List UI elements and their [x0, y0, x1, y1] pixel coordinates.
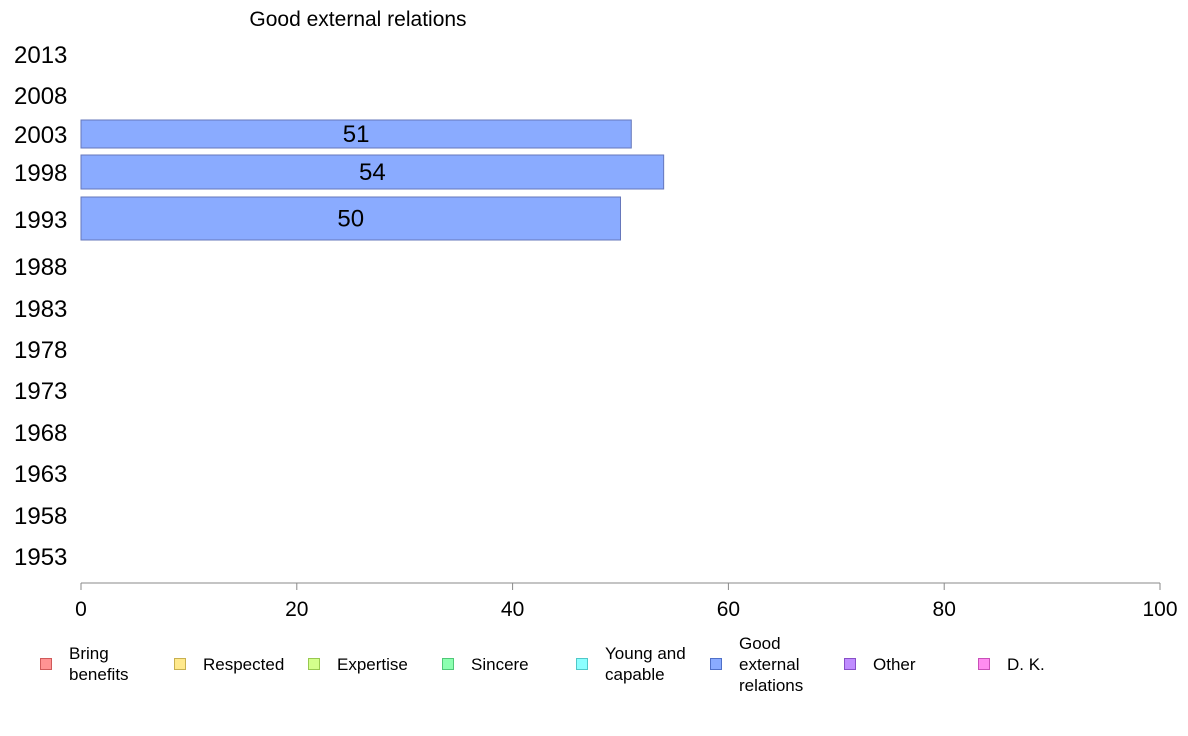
legend-swatch: [710, 658, 722, 670]
y-tick-label: 1998: [14, 160, 67, 187]
y-tick-label: 1988: [14, 254, 67, 281]
y-tick-label: 2003: [14, 122, 67, 149]
y-tick-label: 1963: [14, 461, 67, 488]
x-tick-label: 40: [501, 598, 524, 621]
y-tick-label: 1973: [14, 378, 67, 405]
legend-label: Young and capable: [605, 644, 686, 684]
y-tick-label: 1953: [14, 544, 67, 571]
bar: [80, 196, 621, 241]
y-tick-label: 2008: [14, 83, 67, 110]
y-tick-label: 2013: [14, 42, 67, 69]
legend-item: Other: [844, 654, 916, 675]
legend: Bring benefits Respected Expertise Sincere Yo…: [0, 632, 1188, 702]
legend-item: Expertise: [308, 654, 408, 675]
legend-swatch: [308, 658, 320, 670]
legend-label: D. K.: [1007, 654, 1045, 674]
x-tick-label: 0: [75, 598, 87, 621]
x-tick-label: 80: [933, 598, 956, 621]
bar: [80, 154, 665, 190]
y-tick-label: 1978: [14, 337, 67, 364]
legend-item: Respected: [174, 654, 284, 675]
bar-chart: Good external relations 2013 2008 2003 1998…: [14, 8, 1178, 621]
legend-label: Good external relations: [739, 633, 804, 695]
y-tick-label: 1983: [14, 296, 67, 323]
legend-label: Other: [873, 654, 916, 674]
bar-value-label: 51: [343, 121, 370, 148]
y-tick-label: 1958: [14, 503, 67, 530]
y-tick-label: 1968: [14, 420, 67, 447]
legend-item: Sincere: [442, 654, 529, 675]
legend-swatch: [844, 658, 856, 670]
x-tick-label: 100: [1142, 598, 1177, 621]
legend-label: Bring benefits: [69, 644, 129, 684]
x-tick-label: 20: [285, 598, 308, 621]
legend-label: Expertise: [337, 654, 408, 674]
chart-title: Good external relations: [249, 8, 466, 31]
legend-swatch: [40, 658, 52, 670]
legend-item: Young and capable: [576, 643, 686, 685]
bars-group: 51 54 50: [80, 119, 665, 241]
bar: [80, 119, 632, 149]
y-axis-labels: 2013 2008 2003 1998 1993 1988 1983 1978 1973 1968…: [14, 42, 67, 571]
legend-swatch: [576, 658, 588, 670]
bar-value-label: 50: [337, 206, 364, 233]
legend-item: Good external relations: [710, 633, 803, 696]
legend-swatch: [442, 658, 454, 670]
legend-label: Respected: [203, 654, 285, 674]
legend-item: Bring benefits: [40, 643, 129, 685]
y-tick-label: 1993: [14, 207, 67, 234]
legend-swatch: [174, 658, 186, 670]
x-axis: 0 20 40 60 80 100: [75, 582, 1178, 621]
legend-label: Sincere: [471, 654, 529, 674]
x-tick-label: 60: [717, 598, 740, 621]
legend-swatch: [978, 658, 990, 670]
legend-item: D. K.: [978, 654, 1045, 675]
bar-value-label: 54: [359, 159, 386, 186]
